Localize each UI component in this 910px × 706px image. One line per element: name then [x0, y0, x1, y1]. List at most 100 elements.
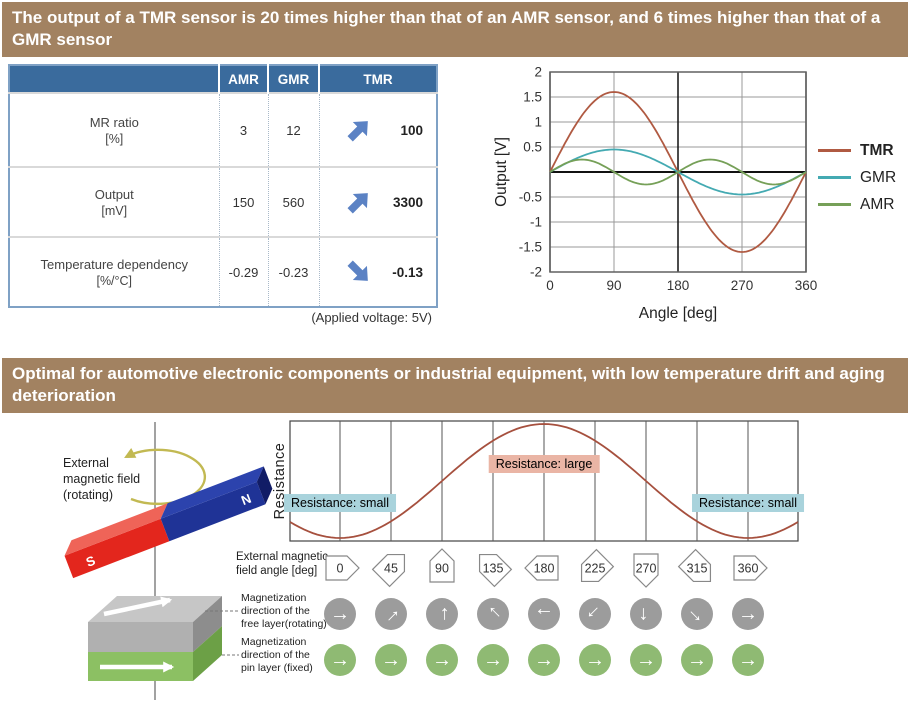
angle-pentagon-icon: [478, 553, 513, 588]
y-tick-label: 1.5: [523, 90, 542, 105]
pin-layer-arrow-360: →: [732, 644, 764, 676]
row-label: Temperature dependency: [40, 256, 188, 272]
legend-swatch: [818, 203, 851, 206]
angle-marker-270: 270: [624, 546, 668, 590]
direction-arrow-icon: →: [635, 604, 657, 624]
angle-marker-180: 180: [522, 546, 566, 590]
table-row: Output [mV] 150 560 3300: [9, 166, 437, 237]
free-layer-arrow-0: →: [324, 598, 356, 630]
y-axis-title: Output [V]: [493, 137, 510, 207]
x-axis-title: Angle [deg]: [639, 305, 717, 322]
tmr-principle-diagram: SN: [64, 420, 799, 700]
angle-pentagon-icon: [580, 548, 615, 583]
free-layer-arrow-360: →: [732, 598, 764, 630]
angle-pentagon-icon: [524, 555, 559, 581]
angle-pentagon-icon: [633, 553, 659, 588]
y-tick-label: -1: [530, 215, 542, 230]
amr-value: 150: [218, 166, 268, 237]
free-layer-arrow-135: →: [477, 598, 509, 630]
direction-arrow-icon: →: [738, 649, 758, 671]
angle-value: 315: [687, 561, 708, 575]
angle-pentagon-icon: [371, 553, 406, 588]
angle-value: 135: [483, 561, 504, 575]
gmr-value: -0.23: [267, 236, 319, 307]
tmr-value-cell: 3300: [318, 166, 437, 237]
angle-marker-45: 45: [369, 546, 413, 590]
pin-layer-arrow-180: →: [528, 644, 560, 676]
header-tmr: TMR: [318, 65, 437, 93]
free-layer-arrow-45: →: [375, 598, 407, 630]
y-tick-label: 0.5: [523, 140, 542, 155]
free-layer-arrow-270: →: [630, 598, 662, 630]
x-tick-label: 360: [795, 278, 818, 293]
direction-arrow-icon: →: [738, 603, 758, 625]
direction-arrow-icon: →: [682, 599, 712, 629]
y-tick-label: -2: [530, 265, 542, 280]
pin-layer-arrow-315: →: [681, 644, 713, 676]
tmr-value-cell: -0.13: [318, 236, 437, 307]
tmr-value: -0.13: [392, 264, 423, 280]
angle-value: 180: [534, 561, 555, 575]
free-layer-arrow-315: →: [681, 598, 713, 630]
row-unit: [%]: [105, 131, 124, 146]
resistance-annotation: Resistance: small: [284, 494, 396, 512]
legend-item-tmr: TMR: [818, 137, 896, 164]
x-tick-label: 0: [546, 278, 554, 293]
direction-arrow-icon: →: [534, 649, 554, 671]
sensor-box-top: [88, 596, 222, 622]
x-tick-label: 90: [606, 278, 621, 293]
gmr-value: 560: [267, 166, 319, 237]
angle-marker-135: 135: [471, 546, 515, 590]
y-tick-label: 1: [534, 115, 542, 130]
legend-item-gmr: GMR: [818, 164, 896, 191]
applied-voltage-note: (Applied voltage: 5V): [311, 310, 432, 325]
pin-layer-arrow-270: →: [630, 644, 662, 676]
legend-label: AMR: [860, 195, 895, 213]
y-tick-label: 2: [534, 65, 542, 80]
legend-label: TMR: [860, 141, 894, 159]
chart-legend: TMR GMR AMR: [818, 137, 896, 218]
free-layer-direction-arrow-icon: [103, 596, 173, 617]
direction-arrow-icon: →: [381, 649, 401, 671]
pin-layer-arrow-90: →: [426, 644, 458, 676]
resistance-curve: [289, 423, 799, 539]
pin-layer-arrow-225: →: [579, 644, 611, 676]
angle-value: 360: [738, 561, 759, 575]
header-empty-cell: [9, 65, 219, 93]
rotation-arrow-icon: [124, 448, 207, 506]
angle-marker-0: 0: [318, 546, 362, 590]
resistance-annotation: Resistance: small: [692, 494, 804, 512]
angle-marker-315: 315: [675, 546, 719, 590]
legend-item-amr: AMR: [818, 191, 896, 218]
output-vs-angle-chart: 0 90 180 270 360 2 1.5 1 0.5 -0.5 -1 -1.5 -2 Angle [d…: [493, 65, 818, 323]
pin-layer-arrow-45: →: [375, 644, 407, 676]
x-tick-label: 180: [667, 278, 690, 293]
y-tick-label: -0.5: [519, 190, 542, 205]
table-row: Temperature dependency [%/°C] -0.29 -0.23 -0…: [9, 236, 437, 307]
series-line-amr: [549, 158, 807, 186]
angle-value: 45: [384, 561, 398, 575]
row-label-cell: Output [mV]: [9, 166, 219, 237]
row-unit: [mV]: [101, 203, 128, 218]
direction-arrow-icon: →: [376, 599, 406, 629]
direction-arrow-icon: →: [432, 649, 452, 671]
tmr-value-cell: 100: [318, 92, 437, 167]
direction-arrow-icon: →: [330, 649, 350, 671]
table-header-row: AMR GMR TMR: [9, 65, 437, 93]
trend-up-arrow-icon: [347, 193, 368, 214]
row-label: Output: [94, 186, 134, 202]
angle-pentagon-icon: [677, 548, 712, 583]
row-label-cell: Temperature dependency [%/°C]: [9, 236, 219, 307]
legend-swatch: [818, 149, 851, 152]
direction-arrow-icon: →: [580, 599, 610, 629]
gmr-value: 12: [267, 92, 319, 167]
tmr-value: 100: [400, 122, 423, 138]
bottom-banner: Optimal for automotive electronic compon…: [2, 358, 908, 413]
row-unit: [%/°C]: [96, 273, 133, 288]
direction-arrow-icon: →: [585, 649, 605, 671]
angle-row-label: External magnetic field angle [deg]: [236, 551, 329, 577]
angle-value: 225: [585, 561, 606, 575]
direction-arrow-icon: →: [431, 604, 453, 624]
angle-pentagon-icon: [733, 555, 768, 581]
